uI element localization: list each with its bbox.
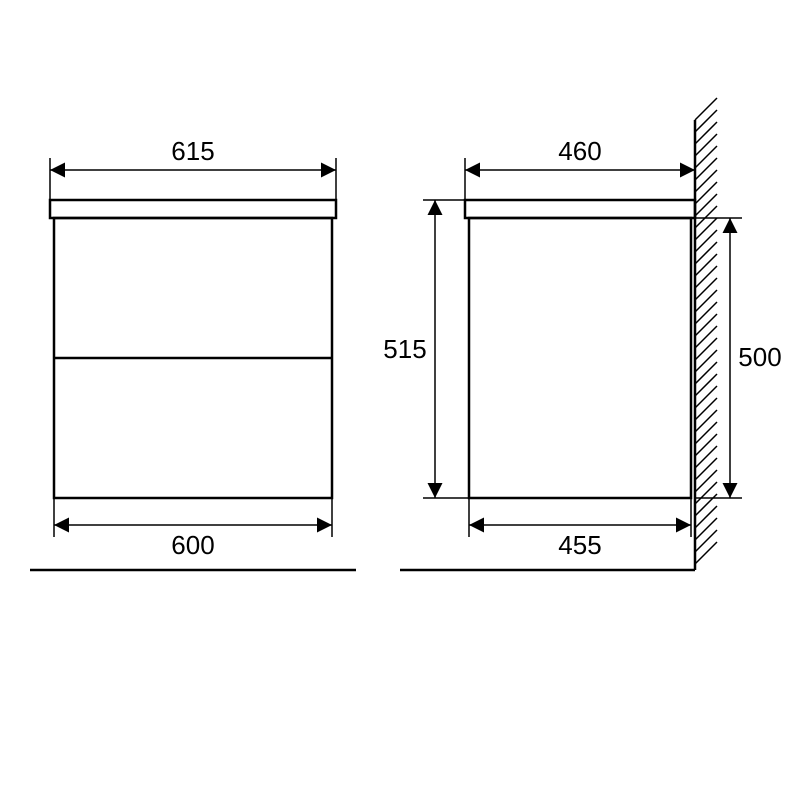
dim-515: 515 <box>383 334 426 364</box>
dim-500: 500 <box>738 342 781 372</box>
dim-460: 460 <box>558 136 601 166</box>
dim-615: 615 <box>171 136 214 166</box>
technical-drawing: 615 600 460 455 515 500 <box>0 0 800 800</box>
dim-455: 455 <box>558 530 601 560</box>
dim-600: 600 <box>171 530 214 560</box>
